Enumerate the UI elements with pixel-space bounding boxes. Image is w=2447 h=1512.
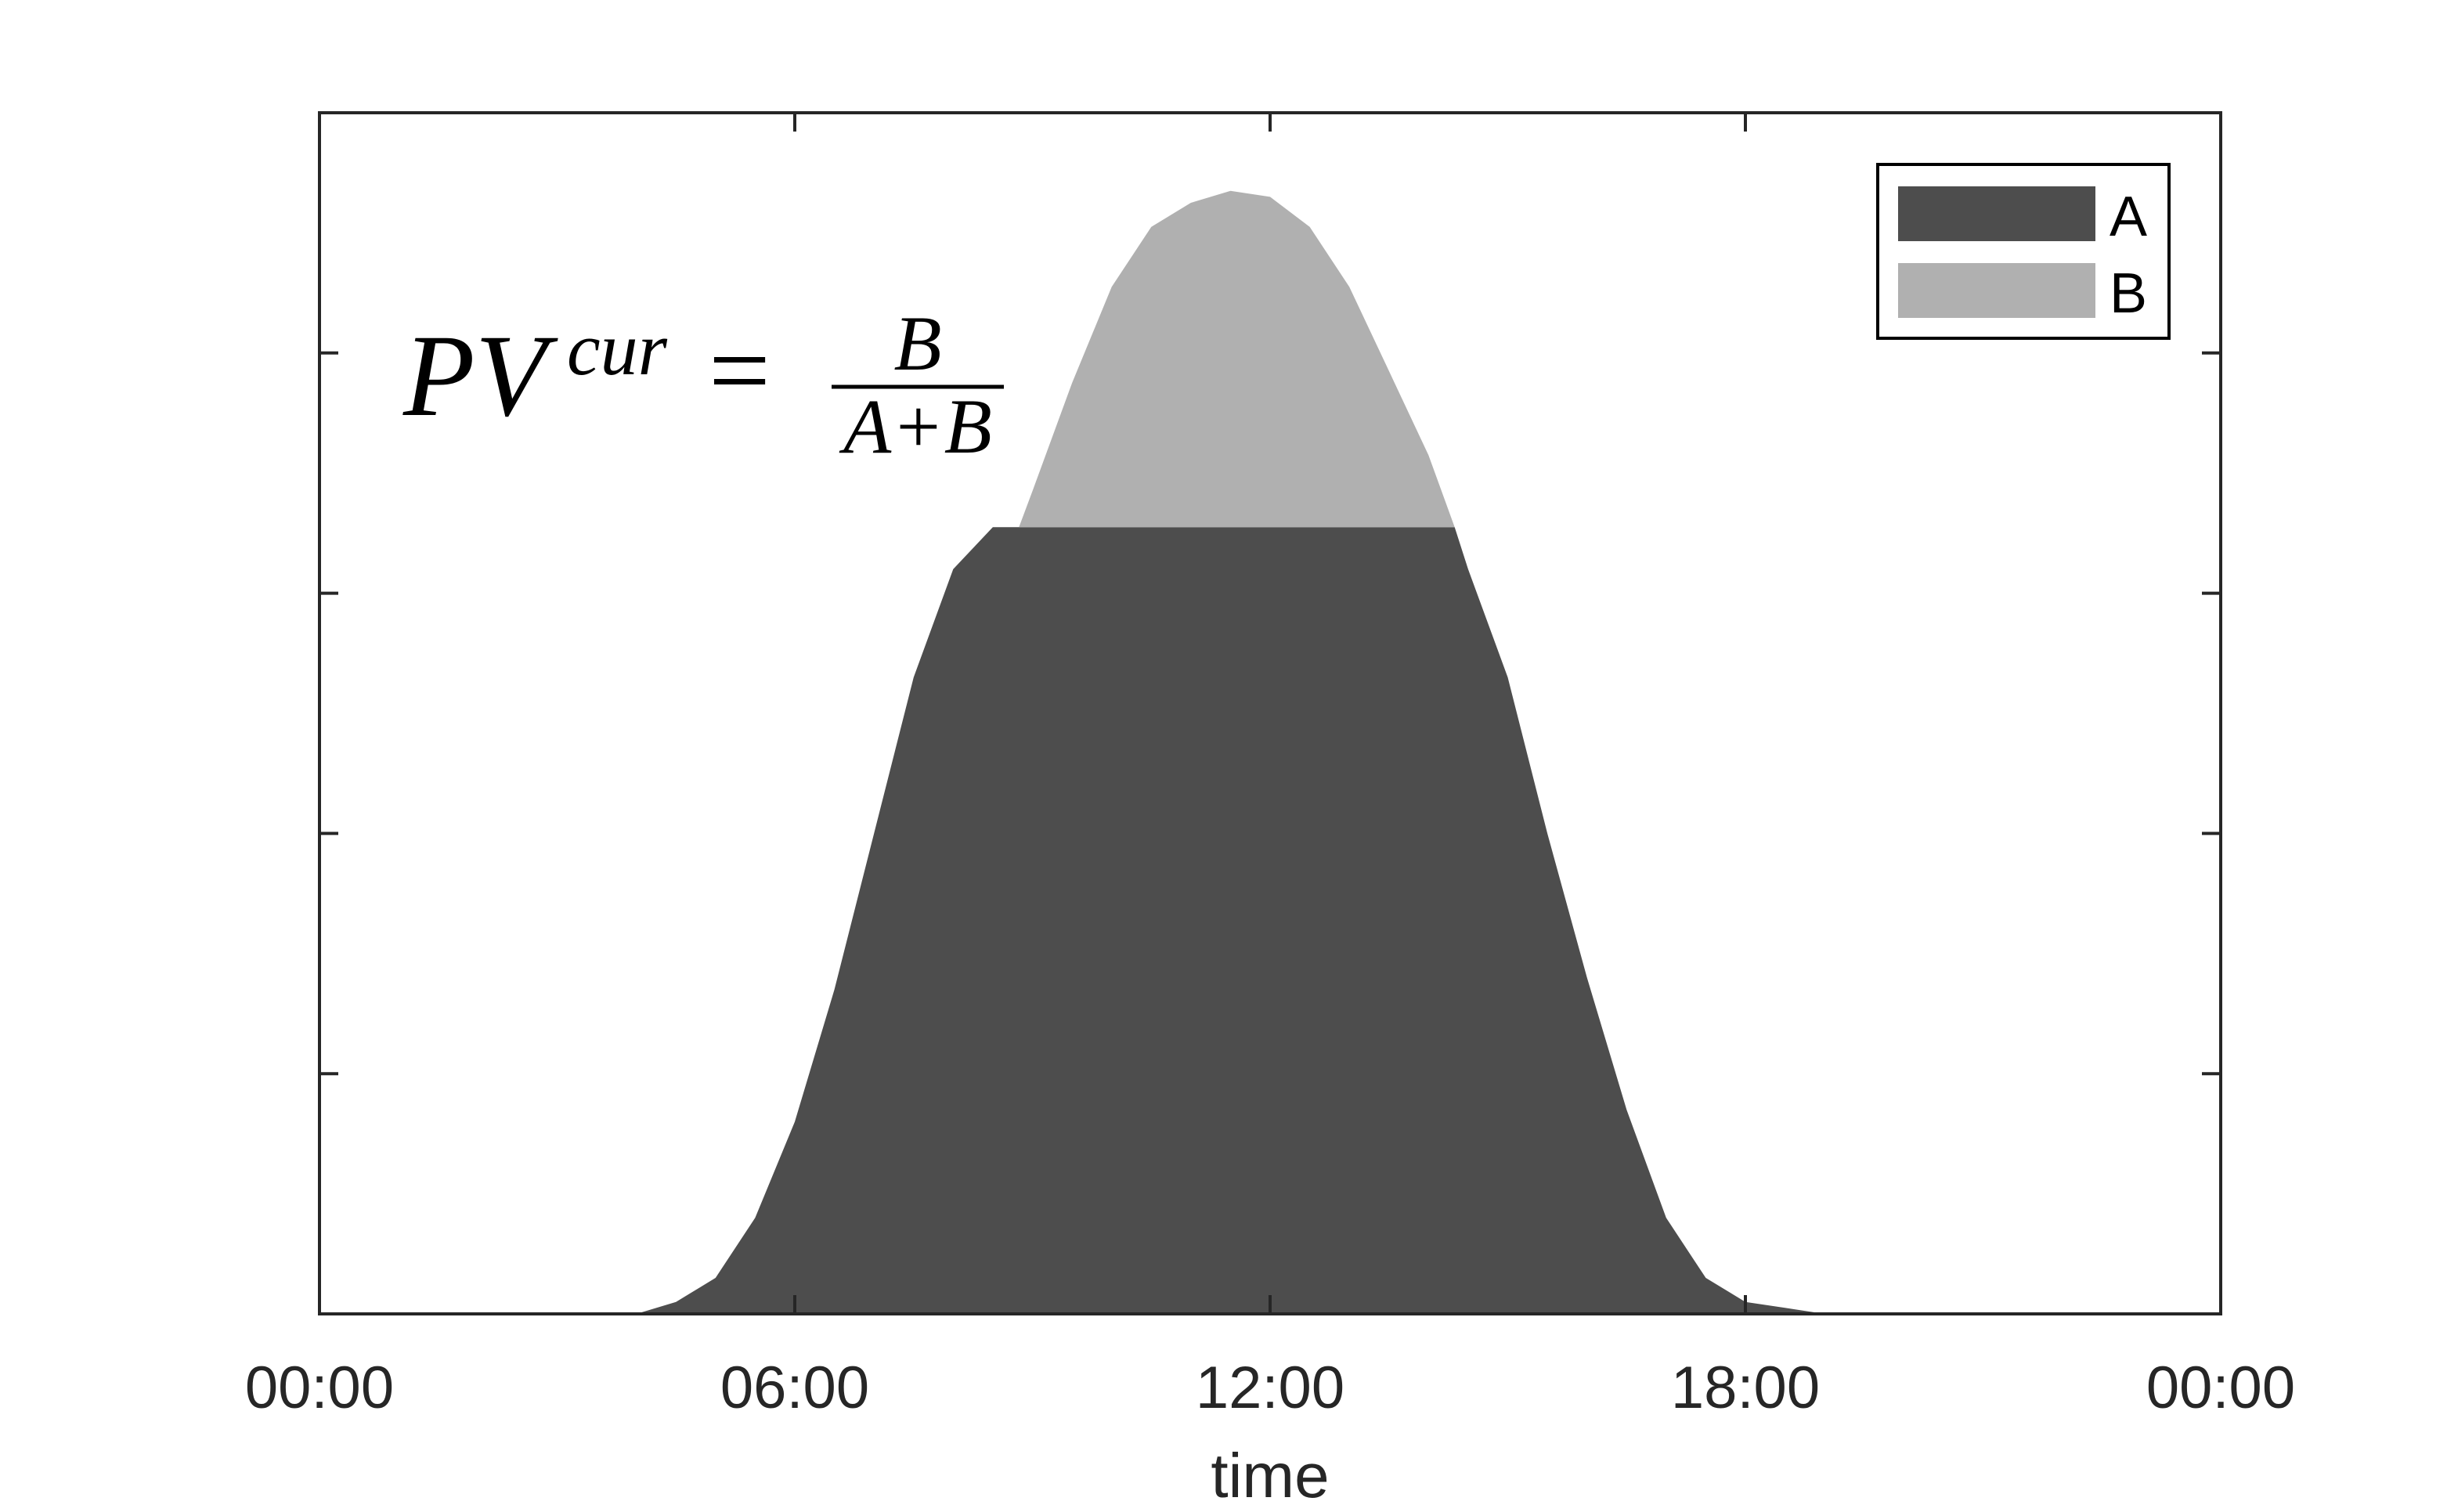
x-tick-labels: 00:00 06:00 12:00 18:00 00:00 <box>245 1355 2295 1421</box>
legend-swatch-a <box>1898 186 2095 241</box>
equation-equals: = <box>709 310 771 431</box>
x-axis-label: time <box>1211 1441 1329 1510</box>
x-tick-label: 18:00 <box>1671 1355 1820 1421</box>
equation-superscript: cur <box>567 307 668 391</box>
x-tick-label: 12:00 <box>1196 1355 1344 1421</box>
legend-label-b: B <box>2110 262 2147 325</box>
x-tick-label: 00:00 <box>245 1355 394 1421</box>
equation-numerator: B <box>893 300 941 387</box>
series-layer <box>319 190 2221 1314</box>
legend: A B <box>1876 163 2171 340</box>
tick-layer <box>318 111 2222 1315</box>
legend-label-a: A <box>2110 186 2147 248</box>
equation-annotation: PV cur = B A+B <box>402 300 1004 470</box>
series-a-area <box>319 527 2221 1314</box>
legend-swatch-b <box>1898 263 2095 318</box>
x-tick-label: 00:00 <box>2146 1355 2295 1421</box>
series-b-area <box>1019 190 1455 528</box>
equation-denominator: A+B <box>839 383 992 470</box>
equation-lhs: PV <box>402 311 559 441</box>
x-tick-label: 06:00 <box>720 1355 869 1421</box>
